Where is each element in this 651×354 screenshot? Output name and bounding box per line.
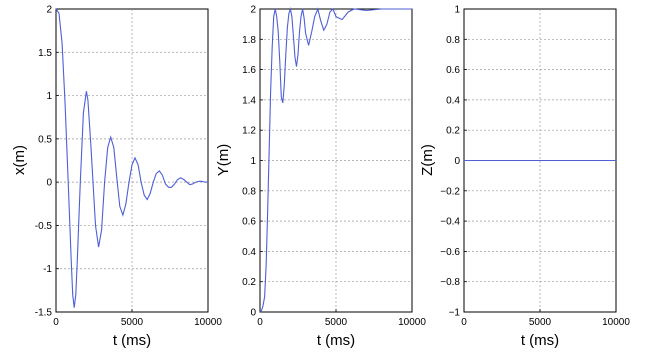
x-tick-label: 0 [257, 317, 263, 328]
y-tick-label: 0.5 [38, 134, 52, 145]
y-tick-label: 1.2 [242, 126, 256, 137]
y-tick-label: 1.6 [242, 65, 256, 76]
y-tick-label: −0.8 [440, 277, 460, 288]
y-tick-label: 0.8 [446, 35, 460, 46]
y-tick-label: 0.4 [446, 95, 460, 106]
y-tick-label: 0 [454, 156, 460, 167]
y-tick-label: 2 [250, 5, 256, 16]
y-axis-label: x(m) [11, 145, 28, 175]
y-tick-label: 0.4 [242, 247, 256, 258]
x-tick-label: 10000 [602, 317, 630, 328]
subplot-2: 0 5000 10000 0 0.2 0.4 0.6 0.8 1 1.2 1.4 1.6 1.8 2 t (… [215, 5, 426, 350]
subplot-1: 0 5000 10000 -1.5 -1 -0.5 0 0.5 1 1.5 2 t (ms) x(m) [11, 5, 222, 350]
series-line [259, 6, 412, 313]
y-tick-label: 0.2 [446, 126, 460, 137]
y-tick-label: 1.4 [242, 95, 256, 106]
y-tick-label: 1.8 [242, 35, 256, 46]
y-tick-label: 0 [46, 178, 52, 189]
y-tick-label: 0.6 [242, 217, 256, 228]
y-tick-label: -1 [43, 264, 52, 275]
y-tick-label: −0.2 [440, 186, 460, 197]
series-line [55, 8, 208, 308]
x-tick-label: 0 [53, 317, 59, 328]
y-tick-label: −1 [449, 308, 461, 319]
y-tick-label: -1.5 [35, 308, 53, 319]
x-axis-label: t (ms) [521, 332, 559, 349]
x-tick-label: 5000 [325, 317, 348, 328]
x-tick-label: 10000 [398, 317, 426, 328]
y-axis-label: Y(m) [215, 144, 232, 177]
y-tick-label: 0.2 [242, 277, 256, 288]
x-tick-label: 0 [461, 317, 467, 328]
y-tick-label: 1.5 [38, 48, 52, 59]
subplot-3: 0 5000 10000 −1 −0.8 −0.6 −0.4 −0.2 0 0.2 0.4 0.6 0.… [419, 5, 630, 350]
x-axis-label: t (ms) [317, 332, 355, 349]
y-tick-label: 2 [46, 5, 52, 16]
y-tick-label: 1 [454, 5, 460, 16]
x-axis-label: t (ms) [113, 332, 151, 349]
y-tick-label: 0.8 [242, 186, 256, 197]
y-tick-label: 1 [46, 91, 52, 102]
x-tick-label: 5000 [529, 317, 552, 328]
x-tick-label: 10000 [194, 317, 222, 328]
y-axis-label: Z(m) [419, 144, 436, 176]
y-tick-label: 0.6 [446, 65, 460, 76]
y-tick-label: 0 [250, 308, 256, 319]
y-tick-label: −0.4 [440, 217, 460, 228]
x-tick-label: 5000 [121, 317, 144, 328]
y-tick-label: −0.6 [440, 247, 460, 258]
y-tick-label: 1 [250, 156, 256, 167]
y-tick-label: -0.5 [35, 221, 53, 232]
